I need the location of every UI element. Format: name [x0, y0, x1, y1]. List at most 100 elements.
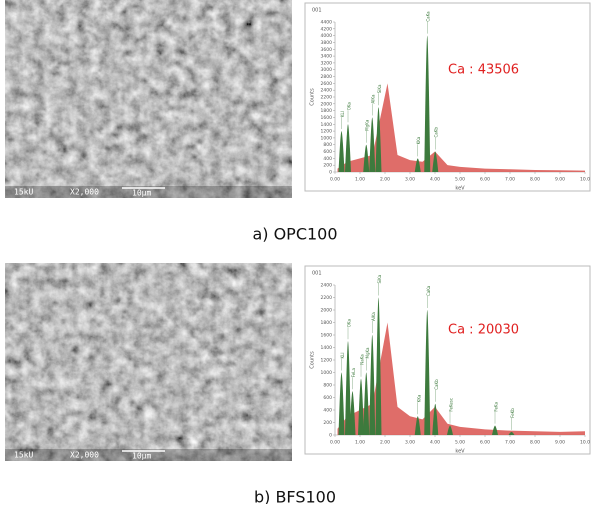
peak-label: FeKa	[494, 402, 499, 412]
y-tick-label: 2200	[321, 95, 333, 101]
peak-label: OKa	[347, 102, 352, 111]
x-tick-label: 0.00	[330, 177, 340, 183]
eds-xlabel: keV	[455, 186, 465, 192]
sem-voltage: 15kU	[14, 451, 33, 460]
peak-label: NaKa	[360, 354, 365, 365]
x-tick-label: 6.00	[480, 177, 490, 183]
x-tick-label: 1.00	[355, 177, 365, 183]
peak-label: CaKb	[434, 379, 439, 390]
x-tick-label: 10.0	[580, 440, 590, 446]
peak-label: FeKesc	[449, 398, 454, 412]
y-tick-label: 1800	[321, 320, 333, 326]
x-tick-label: 4.00	[430, 177, 440, 183]
y-tick-label: 2600	[321, 81, 333, 87]
y-tick-label: 3600	[321, 47, 333, 53]
peak	[369, 335, 376, 435]
peak-label: AlKa	[371, 312, 376, 321]
y-tick-label: 2200	[321, 295, 333, 301]
peak	[338, 131, 345, 172]
peak	[363, 144, 370, 172]
peak-label: CaKb	[434, 127, 439, 138]
eds-title: 001	[312, 271, 322, 277]
peak	[414, 416, 421, 435]
caption: b) BFS100	[254, 488, 336, 505]
peak-label: MgKa	[365, 119, 370, 131]
y-tick-label: 200	[323, 163, 332, 169]
y-tick-label: 1400	[321, 122, 333, 128]
sem-scale: 10µm	[132, 189, 151, 198]
peak-label: SiKa	[377, 274, 382, 283]
sem-image	[5, 263, 292, 461]
eds-xlabel: keV	[455, 449, 465, 455]
y-tick-label: 800	[323, 383, 332, 389]
y-tick-label: 1200	[321, 129, 333, 135]
peak-label: AlKa	[371, 94, 376, 103]
sem-image	[5, 0, 292, 198]
peak	[375, 297, 382, 435]
y-tick-label: 2000	[321, 101, 333, 107]
peak	[424, 310, 431, 435]
peak	[345, 341, 351, 435]
y-tick-label: 4000	[321, 33, 333, 39]
peak	[414, 158, 421, 172]
y-tick-label: 0	[329, 170, 332, 176]
y-tick-label: 600	[323, 149, 332, 155]
x-tick-label: 9.00	[555, 440, 565, 446]
y-tick-label: 1800	[321, 108, 333, 114]
eds-annotation: Ca : 20030	[448, 323, 519, 338]
x-tick-label: 0.00	[330, 440, 340, 446]
peak	[375, 107, 382, 172]
x-tick-label: 5.00	[455, 440, 465, 446]
peak-label: MgKa	[365, 347, 370, 359]
eds-ylabel: Counts	[310, 88, 316, 106]
y-tick-label: 0	[329, 433, 332, 439]
sem-footer	[5, 449, 292, 461]
y-tick-label: 1000	[321, 135, 333, 141]
x-tick-label: 1.00	[355, 440, 365, 446]
eds-annotation: Ca : 43506	[448, 63, 519, 78]
y-tick-label: 400	[323, 156, 332, 162]
peak	[432, 151, 439, 172]
peak	[447, 425, 453, 435]
peak-label: SiKa	[377, 84, 382, 93]
y-tick-label: 1600	[321, 115, 333, 121]
y-tick-label: 400	[323, 408, 332, 414]
x-tick-label: 10.0	[580, 177, 590, 183]
peak	[424, 35, 431, 172]
peak	[363, 372, 370, 435]
peak	[492, 425, 498, 435]
x-tick-label: 7.00	[505, 440, 515, 446]
x-tick-label: 3.00	[405, 440, 415, 446]
peak-label: KLl	[340, 111, 345, 117]
sem-magnification: X2,000	[70, 188, 99, 197]
sem-scale: 10µm	[132, 452, 151, 461]
peak-label: FeLa	[351, 367, 356, 377]
peak	[508, 431, 515, 435]
y-tick-label: 3200	[321, 60, 333, 66]
y-tick-label: 600	[323, 395, 332, 401]
y-tick-label: 2400	[321, 88, 333, 94]
x-tick-label: 7.00	[505, 177, 515, 183]
y-tick-label: 800	[323, 142, 332, 148]
peak-label: FeKb	[510, 408, 515, 418]
y-tick-label: 2000	[321, 308, 333, 314]
eds-ylabel: Counts	[310, 351, 316, 369]
background-spectrum	[337, 83, 585, 172]
x-tick-label: 5.00	[455, 177, 465, 183]
x-tick-label: 2.00	[380, 177, 390, 183]
y-tick-label: 4400	[321, 20, 333, 26]
peak	[345, 124, 351, 172]
x-tick-label: 6.00	[480, 440, 490, 446]
peak	[432, 403, 439, 435]
y-tick-label: 2800	[321, 74, 333, 80]
y-tick-label: 2400	[321, 283, 333, 289]
x-tick-label: 9.00	[555, 177, 565, 183]
x-tick-label: 2.00	[380, 440, 390, 446]
peak-label: KKa	[416, 394, 421, 402]
x-tick-label: 3.00	[405, 177, 415, 183]
sem-footer	[5, 186, 292, 198]
y-tick-label: 3400	[321, 54, 333, 60]
peak-label: CaKa	[426, 285, 431, 296]
